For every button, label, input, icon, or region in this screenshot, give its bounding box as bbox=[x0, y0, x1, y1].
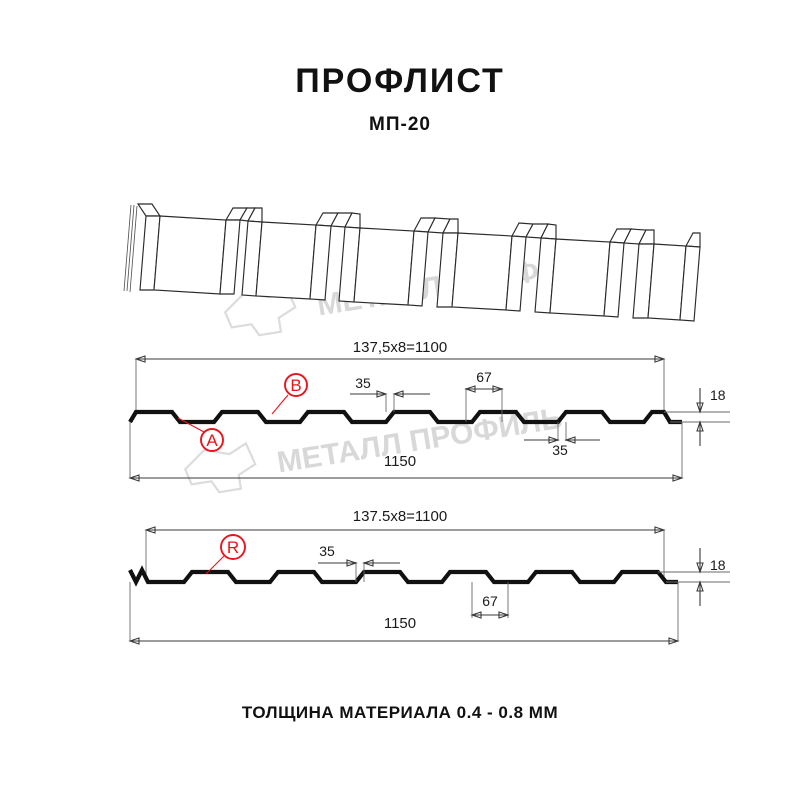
watermark-lower: МЕТАЛЛ ПРОФИЛЬ bbox=[183, 402, 565, 494]
section-r-dim-67: 67 bbox=[470, 582, 510, 619]
section-a-rib-width-label: 35 bbox=[355, 375, 371, 391]
section-r-height-label: 18 bbox=[710, 557, 726, 573]
section-a-rib-width-2-label: 35 bbox=[552, 442, 568, 458]
callout-r-label: R bbox=[227, 538, 239, 557]
iso-sheet-view bbox=[123, 203, 701, 322]
section-a-top-dimension-label: 137,5x8=1100 bbox=[353, 339, 447, 356]
section-r-bottom-dimension-line bbox=[128, 582, 680, 645]
section-a-bottom-dimension-line bbox=[128, 422, 684, 482]
section-a-dim-35-right: 35 bbox=[524, 422, 600, 458]
section-a-height-label: 18 bbox=[710, 387, 726, 403]
section-a-profile-path bbox=[128, 409, 682, 425]
section-a-dim-18: 18 bbox=[664, 387, 730, 446]
section-a-view: 137,5x8=1100 35 67 bbox=[128, 339, 730, 482]
section-r-valley-width-label: 67 bbox=[482, 593, 498, 609]
section-r-rib-width-label: 35 bbox=[319, 543, 335, 559]
callout-r: R bbox=[205, 534, 246, 575]
section-r-top-dimension-label: 137.5x8=1100 bbox=[353, 508, 447, 525]
section-a-top-dimension-line bbox=[134, 355, 666, 414]
section-a-dim-35-left: 35 bbox=[350, 375, 430, 412]
section-r-dim-18: 18 bbox=[658, 548, 730, 606]
section-r-bottom-dimension-label: 1150 bbox=[384, 615, 416, 632]
thickness-note: ТОЛЩИНА МАТЕРИАЛА 0.4 - 0.8 ММ bbox=[241, 703, 559, 722]
callout-b: B bbox=[271, 373, 308, 415]
section-r-dim-35: 35 bbox=[318, 543, 400, 582]
page-title: ПРОФЛИСТ bbox=[295, 62, 505, 100]
section-a-bottom-dimension-label: 1150 bbox=[384, 453, 416, 470]
callout-b-label: B bbox=[290, 376, 301, 395]
callout-a: A bbox=[177, 417, 224, 452]
callout-a-label: A bbox=[206, 431, 218, 450]
page-subtitle: МП-20 bbox=[369, 114, 431, 135]
section-r-profile-path bbox=[128, 565, 678, 587]
section-a-dim-67: 67 bbox=[464, 369, 504, 422]
section-r-view: 137.5x8=1100 35 67 bbox=[128, 508, 730, 645]
section-a-valley-width-label: 67 bbox=[476, 369, 492, 385]
